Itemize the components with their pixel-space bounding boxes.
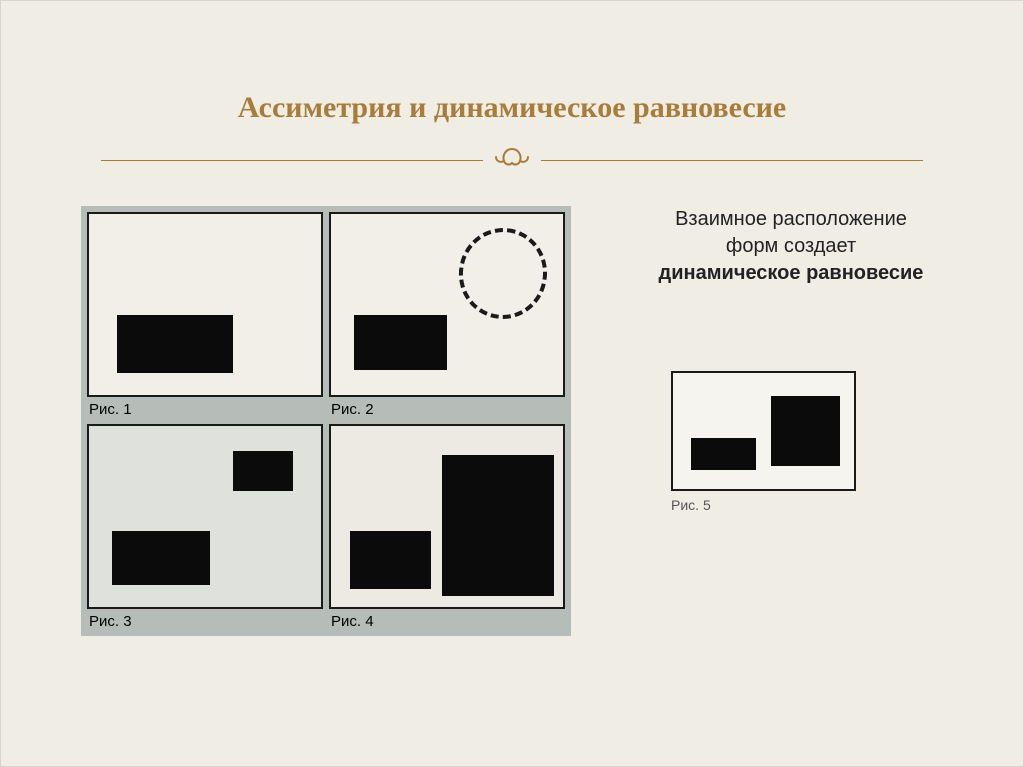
slide-root: Ассиметрия и динамическое равновесие Рис… bbox=[0, 0, 1024, 767]
content-area: Рис. 1 Рис. 2 Рис. 3 Рис. 4 Взаимное рас… bbox=[81, 206, 973, 706]
black-rectangle bbox=[442, 455, 553, 596]
black-rectangle bbox=[117, 315, 233, 373]
black-rectangle bbox=[112, 531, 209, 585]
figure-1: Рис. 1 bbox=[87, 212, 323, 418]
dashed-ellipse bbox=[454, 224, 551, 323]
title-ornament bbox=[1, 143, 1023, 177]
figure-grid: Рис. 1 Рис. 2 Рис. 3 Рис. 4 bbox=[81, 206, 571, 636]
black-rectangle bbox=[350, 531, 431, 589]
black-rectangle bbox=[771, 396, 840, 466]
figure-5-caption: Рис. 5 bbox=[671, 497, 856, 513]
black-rectangle bbox=[691, 438, 756, 470]
figure-4-caption: Рис. 4 bbox=[329, 613, 565, 630]
rule-left bbox=[101, 160, 483, 161]
flourish-icon bbox=[492, 145, 532, 179]
black-rectangle bbox=[233, 451, 293, 491]
figure-3: Рис. 3 bbox=[87, 424, 323, 630]
desc-line-3: динамическое равновесие bbox=[611, 260, 971, 287]
figure-3-caption: Рис. 3 bbox=[87, 613, 323, 630]
figure-4-panel bbox=[329, 424, 565, 609]
figure-2-panel bbox=[329, 212, 565, 397]
figure-1-panel bbox=[87, 212, 323, 397]
figure-5-panel bbox=[671, 371, 856, 491]
figure-2-caption: Рис. 2 bbox=[329, 401, 565, 418]
figure-5: Рис. 5 bbox=[671, 371, 856, 513]
description-text: Взаимное расположение форм создает динам… bbox=[611, 206, 971, 287]
black-rectangle bbox=[354, 315, 447, 369]
figure-3-panel bbox=[87, 424, 323, 609]
desc-line-1: Взаимное расположение bbox=[611, 206, 971, 233]
figure-1-caption: Рис. 1 bbox=[87, 401, 323, 418]
figure-4: Рис. 4 bbox=[329, 424, 565, 630]
figure-2: Рис. 2 bbox=[329, 212, 565, 418]
slide-title: Ассиметрия и динамическое равновесие bbox=[1, 1, 1023, 125]
desc-line-2: форм создает bbox=[611, 233, 971, 260]
rule-right bbox=[541, 160, 923, 161]
